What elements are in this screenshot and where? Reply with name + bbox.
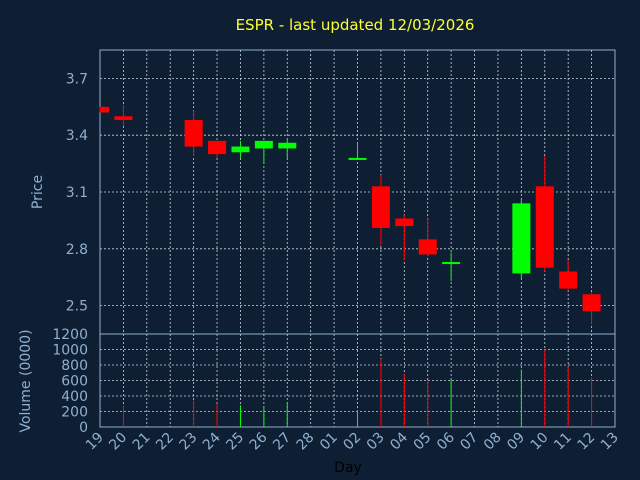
candle-body <box>559 271 578 289</box>
price-tick-label: 2.5 <box>66 299 88 315</box>
price-tick-label: 3.1 <box>66 185 88 201</box>
x-tick-label: 11 <box>551 430 575 454</box>
volume-tick-label: 0 <box>79 420 88 436</box>
x-tick-label: 08 <box>481 430 505 454</box>
volume-tick-label: 400 <box>61 389 88 405</box>
candle-body <box>208 140 227 155</box>
x-tick-label: 22 <box>153 430 177 454</box>
volume-bars <box>122 349 593 427</box>
candle-body <box>582 294 601 312</box>
x-tick-label: 25 <box>223 430 247 454</box>
volume-tick-label: 800 <box>61 358 88 374</box>
x-tick-label: 28 <box>294 430 318 454</box>
price-tick-label: 2.8 <box>66 242 88 258</box>
price-y-ticks: 2.5 2.8 3.1 3.4 3.7 <box>66 71 88 314</box>
candle-body <box>100 106 109 113</box>
x-tick-label: 23 <box>177 430 201 454</box>
x-tick-label: 06 <box>434 429 458 453</box>
volume-tick-label: 200 <box>61 405 88 421</box>
volume-tick-label: 1000 <box>52 343 88 359</box>
price-tick-label: 3.4 <box>66 128 88 144</box>
x-tick-label: 27 <box>270 430 294 454</box>
price-tick-label: 3.7 <box>66 71 88 87</box>
candle-body <box>512 203 531 274</box>
chart-title: ESPR - last updated 12/03/2026 <box>236 16 475 34</box>
x-tick-label: 05 <box>411 430 435 454</box>
x-ticks: 19 20 21 22 23 24 25 26 27 28 01 02 03 04 05 06 07 08 09 10… <box>83 429 622 453</box>
x-tick-label: 02 <box>340 430 364 454</box>
candle-body <box>254 140 273 149</box>
candle-body <box>371 186 390 228</box>
price-grid <box>100 50 615 334</box>
x-tick-label: 01 <box>317 430 341 454</box>
volume-tick-label: 1200 <box>52 327 88 343</box>
volume-axis-label: Volume (0000) <box>18 329 34 432</box>
candle-body <box>231 146 250 153</box>
volume-tick-label: 600 <box>61 374 88 390</box>
candle-body <box>348 157 367 160</box>
x-tick-label: 24 <box>200 429 224 453</box>
x-tick-label: 26 <box>247 429 271 453</box>
candle-body <box>114 116 133 121</box>
x-tick-label: 09 <box>504 430 528 454</box>
x-tick-label: 20 <box>106 430 130 454</box>
x-tick-label: 12 <box>574 430 598 454</box>
x-tick-label: 03 <box>364 430 388 454</box>
x-tick-label: 13 <box>598 430 622 454</box>
candle-body <box>535 186 554 268</box>
candle-body <box>184 120 203 147</box>
candle-body <box>395 218 414 227</box>
x-tick-label: 10 <box>528 430 552 454</box>
candles <box>99 104 601 325</box>
x-axis-label: Day <box>334 460 362 476</box>
candle-body <box>442 262 461 265</box>
price-axis-label: Price <box>30 175 46 209</box>
candle-body <box>278 142 297 149</box>
candle-body <box>418 239 437 255</box>
x-tick-label: 21 <box>130 430 154 454</box>
x-tick-label: 07 <box>457 430 481 454</box>
x-tick-label: 04 <box>387 429 411 453</box>
